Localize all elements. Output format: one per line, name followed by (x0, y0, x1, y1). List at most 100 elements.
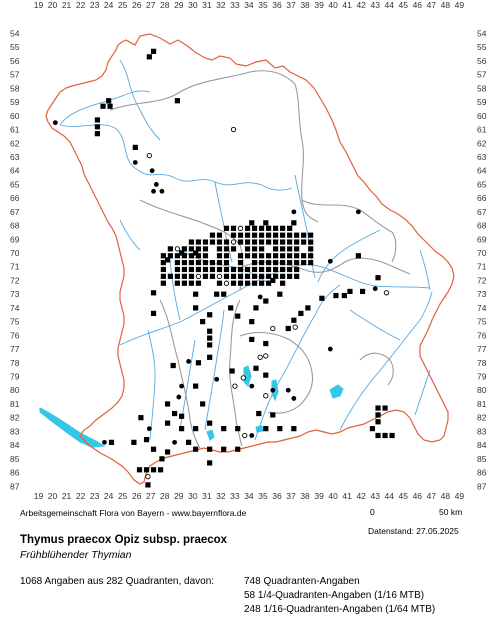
record-quadrant-square (263, 298, 269, 304)
region-upper-bavaria-boundary (229, 299, 243, 447)
record-quadrant-square (164, 420, 171, 426)
record-quadrant-square (209, 266, 216, 273)
record-quadrant-square (294, 232, 300, 238)
river-saale (119, 59, 161, 141)
record-quadrant-square (249, 336, 255, 343)
grid-y-label: 74 (10, 303, 20, 313)
record-quadrant-square (280, 239, 286, 245)
record-quadrant-square (305, 305, 311, 311)
grid-x-label: 23 (90, 491, 100, 500)
record-quadrant-square (253, 365, 259, 371)
record-quadrant-square (207, 446, 213, 452)
record-quadrant-square (216, 266, 223, 273)
record-quadrant-square (150, 446, 157, 452)
record-quadrant-square (174, 260, 180, 266)
record-quadrant-square (174, 280, 180, 286)
record-quadrant-square (145, 482, 151, 488)
grid-y-label: 67 (477, 207, 487, 217)
species-title: Thymus praecox Opiz subsp. praecox (20, 534, 228, 546)
record-quadrant-square (258, 239, 265, 245)
grid-x-label: 37 (286, 0, 296, 10)
grid-y-label: 71 (10, 262, 20, 272)
record-quadrant-square (160, 280, 166, 286)
record-quadrant-square (294, 239, 300, 245)
grid-y-label: 75 (10, 317, 20, 327)
grid-x-label: 38 (300, 491, 310, 500)
grid-x-label: 49 (455, 491, 465, 500)
record-quadrant-square (285, 325, 291, 332)
grid-y-label: 87 (477, 481, 487, 491)
record-quarter-dot (291, 209, 297, 215)
grid-x-label: 30 (188, 491, 198, 500)
grid-y-label: 77 (477, 344, 487, 354)
grid-y-label: 79 (477, 372, 487, 382)
record-quadrant-square (179, 250, 185, 256)
record-quadrant-square (265, 253, 272, 259)
record-quarter-dot (214, 376, 220, 382)
record-quadrant-square (369, 426, 376, 432)
record-quarter-dot (172, 439, 177, 445)
record-quadrant-square (244, 253, 251, 259)
grid-x-label: 24 (104, 491, 114, 500)
record-quadrant-square (209, 232, 216, 238)
record-quarter-dot (159, 188, 165, 194)
record-quadrant-square (223, 225, 230, 231)
record-quadrant-square (258, 225, 265, 231)
grid-x-label: 36 (272, 0, 282, 10)
record-quarter-dot (102, 439, 107, 445)
grid-x-label: 32 (216, 0, 226, 10)
grid-y-label: 83 (477, 426, 487, 436)
grid-x-label: 46 (413, 0, 423, 10)
record-quadrant-square (188, 273, 195, 279)
record-quadrant-square (209, 260, 216, 266)
grid-labels-left: 54 55 56 57 58 59 60 61 62 63 64 65 66 67 68 69 70 71 72 73… (10, 29, 20, 492)
record-quadrant-square (235, 426, 241, 432)
record-quadrant-square (167, 273, 173, 279)
grid-x-label: 35 (258, 491, 268, 500)
record-quadrant-square (223, 266, 230, 273)
record-quadrant-square (301, 232, 307, 238)
record-quadrant-square (298, 310, 304, 316)
record-quadrant-square (207, 328, 213, 334)
grid-y-label: 68 (477, 221, 487, 231)
grid-y-label: 65 (477, 179, 487, 189)
grid-y-label: 65 (10, 179, 20, 189)
grid-x-label: 26 (132, 491, 142, 500)
scale-end-label: 50 km (439, 507, 463, 517)
record-quadrant-square (207, 312, 213, 318)
record-quadrant-square (251, 253, 258, 259)
record-quadrant-square (100, 103, 106, 109)
record-quadrant-square (214, 291, 220, 297)
record-quadrant-square (202, 239, 209, 245)
record-quadrant-square (277, 426, 283, 432)
record-quadrant-square (181, 253, 188, 259)
record-quadrant-square (223, 253, 230, 259)
record-quadrant-square (308, 260, 314, 266)
record-quadrant-square (287, 260, 293, 266)
record-quadrant-square (308, 246, 314, 252)
grid-x-label: 40 (328, 0, 338, 10)
record-quadrant-square (195, 266, 202, 273)
grid-x-label: 32 (216, 491, 226, 500)
grid-y-label: 83 (10, 426, 20, 436)
record-quadrant-square (174, 266, 180, 273)
record-quadrant-square (159, 456, 165, 462)
record-quadrant-square (193, 446, 199, 452)
grid-y-label: 57 (477, 70, 487, 80)
record-quadrant-square (171, 410, 178, 417)
species-common-name: Frühblühender Thymian (20, 549, 132, 561)
record-quadrant-square (216, 232, 223, 238)
grid-y-label: 69 (10, 234, 20, 244)
record-quarter-dot (285, 387, 291, 393)
record-quadrant-square (389, 432, 395, 439)
grid-x-label: 26 (132, 0, 142, 10)
record-quadrant-square (167, 253, 173, 259)
record-quarter-dot (149, 168, 155, 174)
record-quadrant-square (273, 232, 279, 238)
grid-x-label: 25 (118, 491, 128, 500)
river-naab (294, 174, 316, 279)
record-sixteenth-open-dot (270, 325, 276, 332)
record-quadrant-square (143, 437, 150, 443)
grid-x-label: 48 (441, 491, 451, 500)
record-quadrant-square (265, 280, 272, 286)
